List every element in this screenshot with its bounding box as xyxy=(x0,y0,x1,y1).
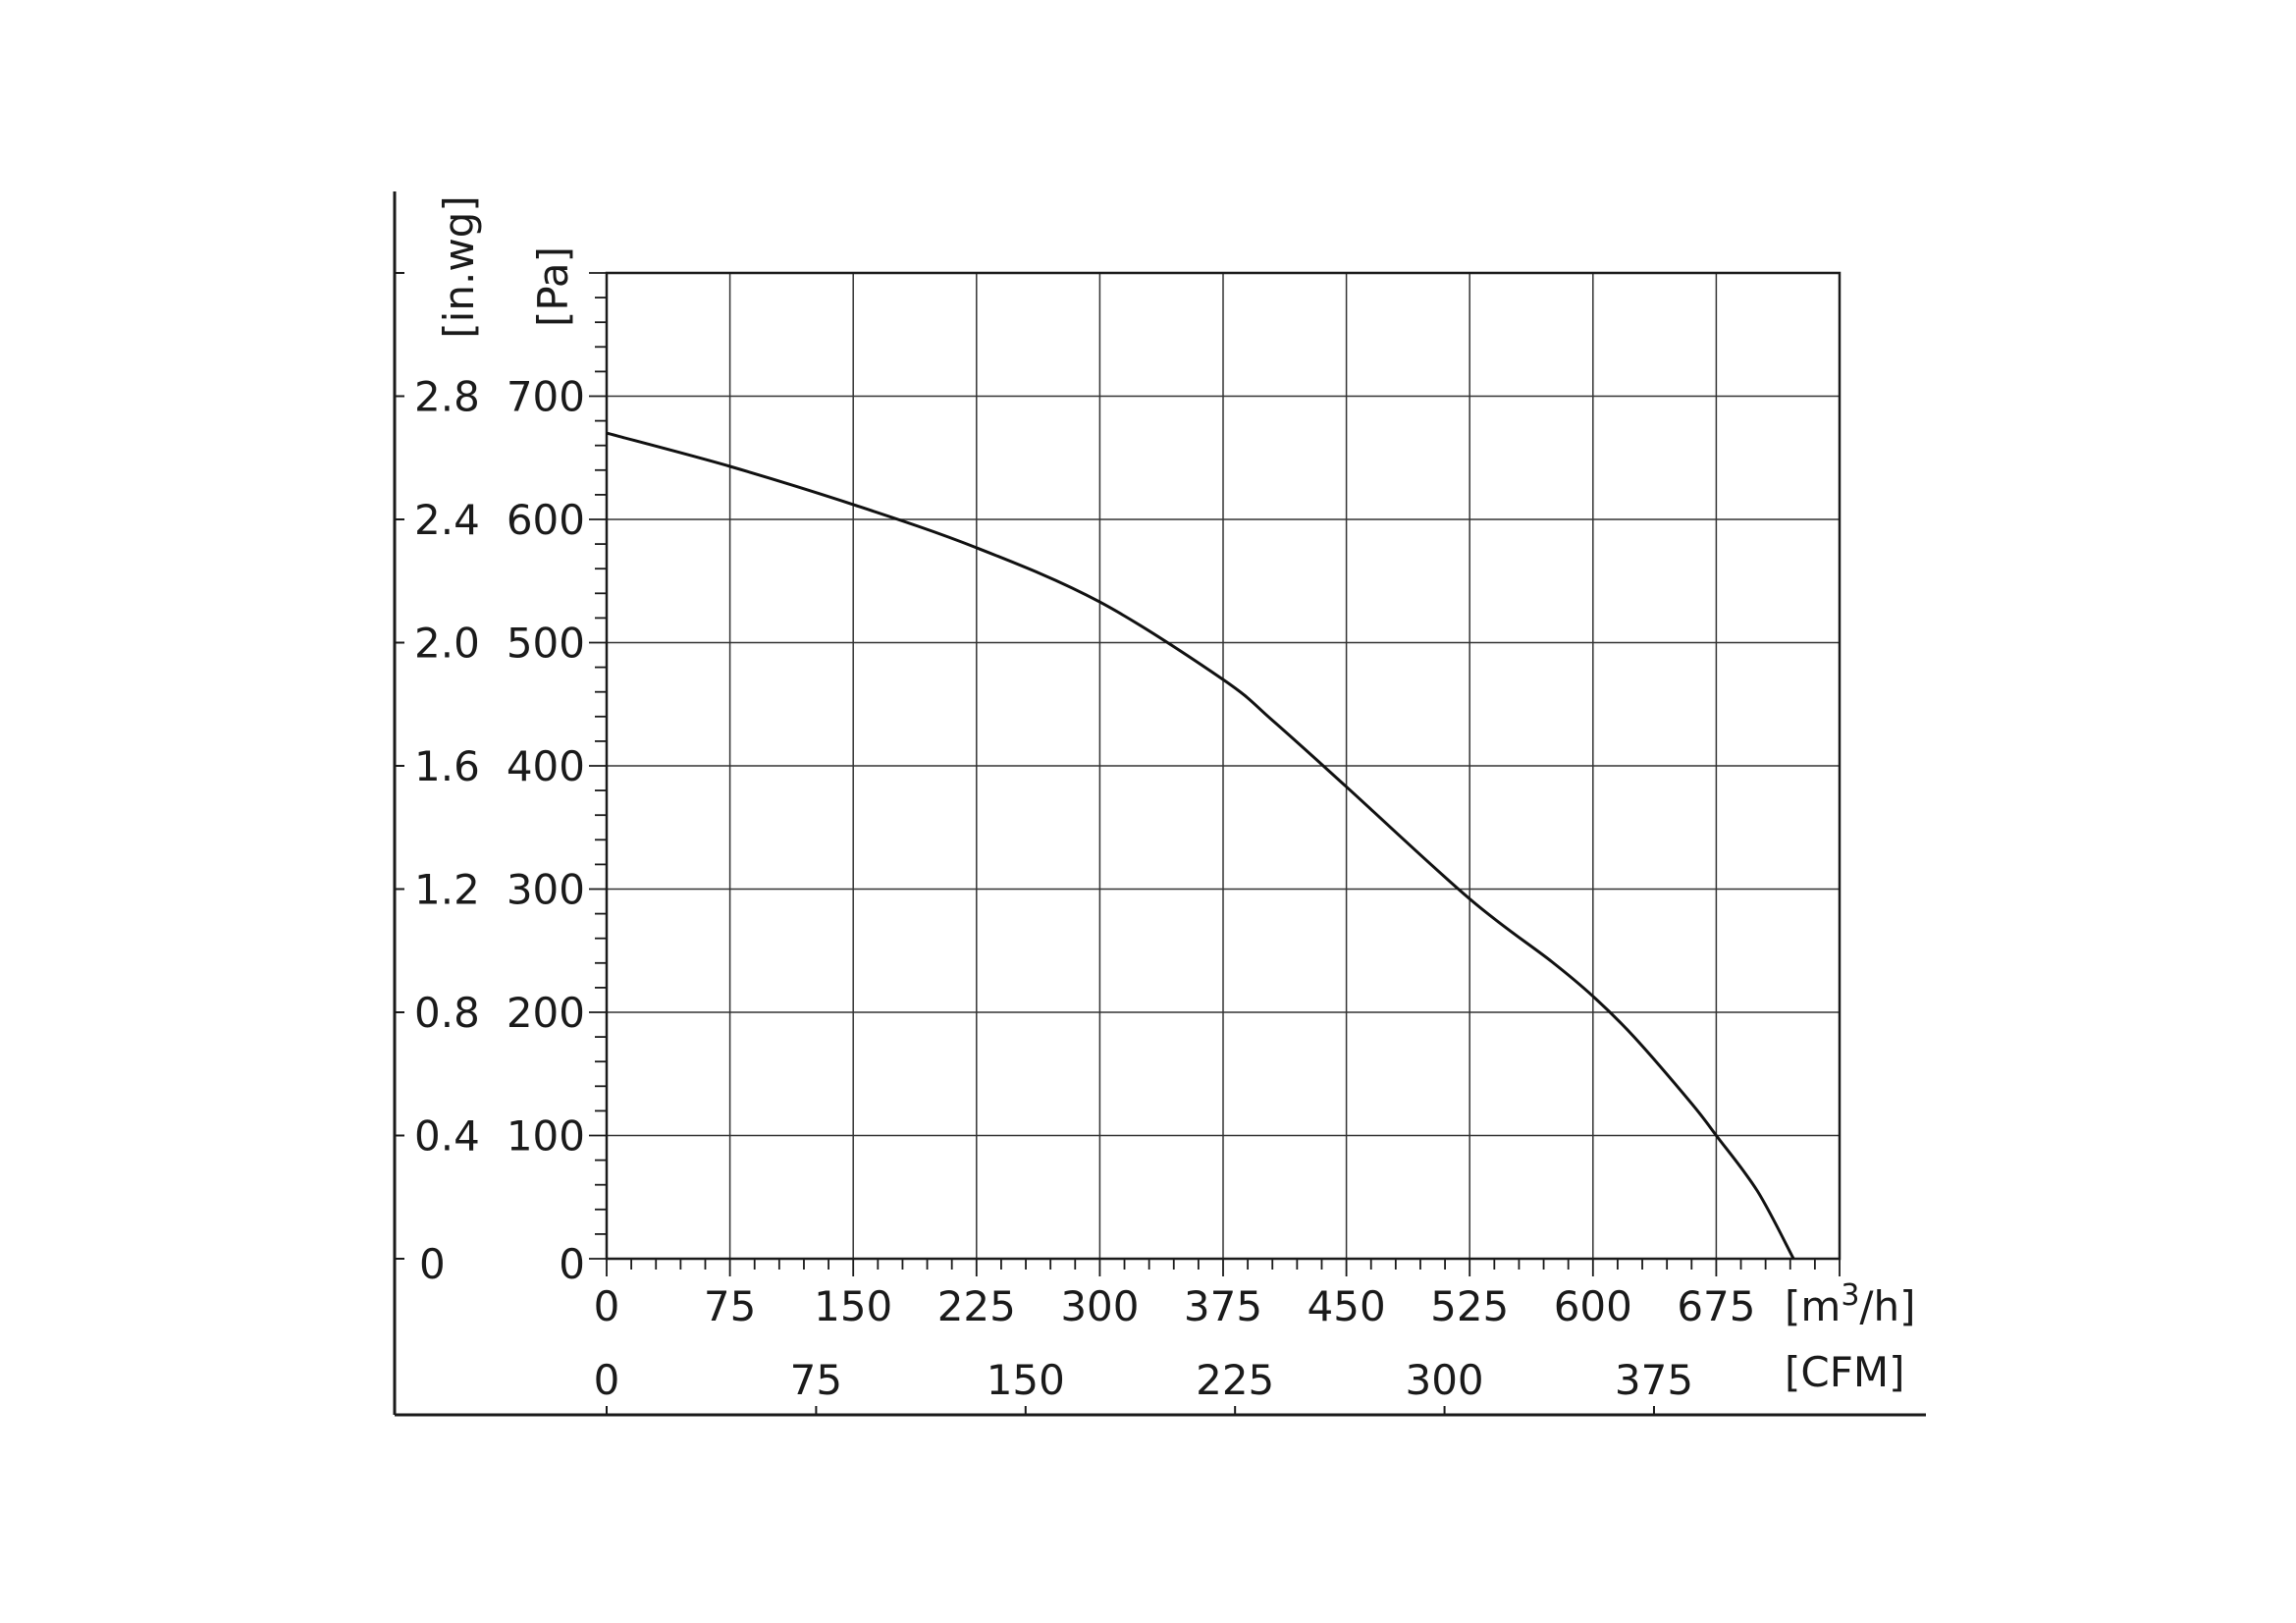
x-axis-m3h-unit-sup: 3 xyxy=(1841,1278,1859,1313)
grid-lines xyxy=(607,273,1840,1259)
y-axis-pa-unit: [Pa] xyxy=(529,246,577,327)
x-cfm-tick-label: 150 xyxy=(987,1356,1065,1404)
x-m3h-tick-label: 150 xyxy=(814,1282,892,1330)
series-line-fan-curve xyxy=(606,431,1795,1260)
y-inwg-tick-label: 2.4 xyxy=(414,496,480,544)
x-cfm-tick-label: 225 xyxy=(1196,1356,1274,1404)
y-axis-inwg-unit: [in.wg] xyxy=(435,195,483,338)
x-axis-cfm-labels: 0 75 150 225 300 375 xyxy=(594,1356,1693,1404)
x-cfm-tick-label: 375 xyxy=(1615,1356,1693,1404)
y-inwg-tick-label: 2.0 xyxy=(414,620,480,668)
x-m3h-tick-label: 525 xyxy=(1430,1282,1509,1330)
outer-frame xyxy=(393,191,1926,1417)
x-m3h-tick-label: 0 xyxy=(594,1282,620,1330)
x-axis-m3h-unit-base: [m xyxy=(1785,1282,1841,1330)
x-m3h-tick-label: 600 xyxy=(1554,1282,1632,1330)
y-inwg-tick-label: 0.4 xyxy=(414,1112,480,1161)
x-cfm-tick-label: 0 xyxy=(594,1356,620,1404)
y-axis-inwg-labels: 0 0.4 0.8 1.2 1.6 2.0 2.4 2.8 xyxy=(414,373,480,1289)
y-axis-pa-labels: 0 100 200 300 400 500 600 700 xyxy=(507,373,585,1289)
x-m3h-tick-label: 75 xyxy=(704,1282,756,1330)
x-m3h-tick-label: 375 xyxy=(1184,1282,1262,1330)
y-inwg-tick-label: 1.2 xyxy=(414,866,480,914)
x-axis-m3h-unit: [m3/h] xyxy=(1785,1278,1916,1330)
y-inwg-tick-label: 0 xyxy=(419,1240,446,1288)
x-m3h-tick-label: 450 xyxy=(1308,1282,1386,1330)
y-inwg-tick-label: 1.6 xyxy=(414,742,480,790)
x-m3h-tick-label: 300 xyxy=(1060,1282,1139,1330)
x-axis-cfm-unit: [CFM] xyxy=(1785,1348,1905,1396)
x-m3h-tick-label: 675 xyxy=(1677,1282,1755,1330)
y-pa-tick-label: 400 xyxy=(507,742,585,790)
x-axis-m3h-unit-tail: /h] xyxy=(1859,1282,1915,1330)
minor-ticks xyxy=(589,272,1841,1276)
y-inwg-tick-label: 0.8 xyxy=(414,989,480,1037)
x-m3h-tick-label: 225 xyxy=(937,1282,1016,1330)
x-cfm-tick-label: 300 xyxy=(1405,1356,1483,1404)
x-axis-m3h-labels: 0 75 150 225 300 375 450 525 600 675 xyxy=(594,1282,1756,1330)
y-pa-tick-label: 100 xyxy=(507,1112,585,1161)
x-cfm-tick-label: 75 xyxy=(790,1356,842,1404)
y-pa-tick-label: 300 xyxy=(507,866,585,914)
y-pa-tick-label: 0 xyxy=(559,1240,585,1288)
y-pa-tick-label: 600 xyxy=(507,496,585,544)
y-pa-tick-label: 700 xyxy=(507,373,585,421)
y-pa-tick-label: 500 xyxy=(507,620,585,668)
y-inwg-tick-label: 2.8 xyxy=(414,373,480,421)
y-pa-tick-label: 200 xyxy=(507,989,585,1037)
